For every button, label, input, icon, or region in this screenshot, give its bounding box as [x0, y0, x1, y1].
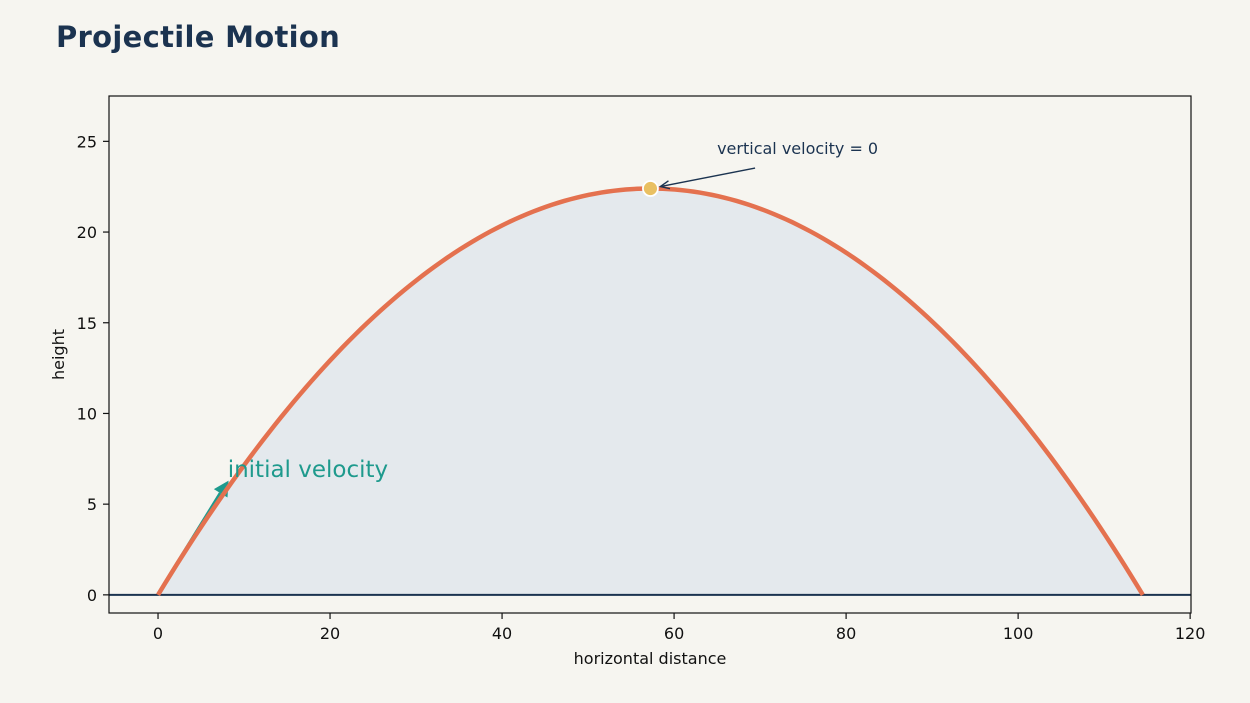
annotations: vertical velocity = 0 initial velocity — [228, 139, 878, 483]
velocity-annotation-text: initial velocity — [228, 457, 388, 483]
x-tick-label: 60 — [664, 624, 684, 643]
apex-annotation-arrow-head — [658, 180, 671, 190]
y-tick-label: 15 — [77, 314, 97, 333]
x-tick-label: 0 — [153, 624, 163, 643]
y-tick-label: 5 — [87, 495, 97, 514]
plot-clip-group — [109, 186, 1191, 597]
x-tick-label: 40 — [492, 624, 512, 643]
y-axis-label: height — [49, 329, 68, 380]
x-tick-label: 120 — [1175, 624, 1206, 643]
y-tick-label: 25 — [77, 132, 97, 151]
plot-area — [108, 95, 1192, 614]
apex-marker — [642, 180, 659, 197]
x-tick-label: 80 — [836, 624, 856, 643]
axis-ticks: 0 20 40 60 80 100 120 0 5 10 15 20 25 — [77, 132, 1206, 643]
y-tick-label: 0 — [87, 586, 97, 605]
apex-annotation-text: vertical velocity = 0 — [717, 139, 878, 158]
x-axis-label: horizontal distance — [574, 649, 727, 668]
page-title: Projectile Motion — [56, 20, 341, 54]
x-tick-label: 100 — [1003, 624, 1034, 643]
y-tick-label: 20 — [77, 223, 97, 242]
trajectory-fill — [158, 188, 1143, 595]
apex-annotation-arrow — [660, 167, 756, 188]
plot-frame — [108, 95, 1192, 614]
x-tick-label: 20 — [320, 624, 340, 643]
y-tick-label: 10 — [77, 404, 97, 423]
